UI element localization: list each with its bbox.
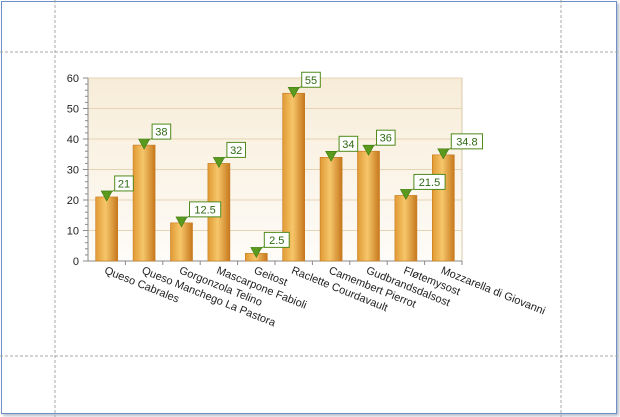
- y-tick-label: 60: [67, 73, 79, 85]
- bar: [132, 144, 156, 262]
- label-connector: [332, 149, 340, 155]
- y-axis: 0 10 20 30 40 50 60: [67, 73, 89, 268]
- bar: [431, 154, 455, 262]
- value-label: 21.5: [419, 177, 440, 189]
- value-label-box: [338, 135, 359, 152]
- label-connector: [407, 188, 415, 193]
- value-label: 36: [380, 133, 392, 145]
- bar: [319, 157, 343, 262]
- y-tick-label: 0: [73, 256, 79, 268]
- label-connector: [183, 215, 190, 221]
- y-tick-label: 10: [67, 226, 79, 238]
- value-label-box: [301, 71, 321, 88]
- value-label: 12.5: [194, 204, 215, 216]
- bar: [394, 195, 418, 262]
- value-label: 32: [230, 145, 242, 157]
- y-tick-label: 30: [67, 165, 79, 177]
- label-connector: [295, 85, 302, 91]
- value-label-box: [226, 141, 246, 158]
- label-connector: [108, 189, 115, 195]
- value-label-box: [376, 129, 396, 146]
- value-label-box: [114, 175, 134, 192]
- y-tick-label: 50: [67, 104, 79, 116]
- label-connector: [258, 246, 265, 251]
- label-connector: [145, 137, 153, 143]
- bar: [95, 196, 118, 262]
- value-label-box: [151, 123, 172, 140]
- value-label: 21: [118, 178, 130, 190]
- label-connector: [445, 147, 452, 153]
- value-label: 34: [342, 139, 354, 151]
- bar: [357, 150, 380, 262]
- value-label: 38: [155, 127, 167, 139]
- value-label-box: [189, 201, 222, 218]
- value-label: 55: [305, 75, 317, 87]
- value-labels: 21 38 12.5 32 2.5 55 34 36 21.5 34.8: [100, 71, 483, 258]
- value-label-box: [263, 231, 290, 248]
- label-connector: [220, 156, 228, 161]
- label-connector: [370, 143, 377, 149]
- value-label-box: [413, 173, 446, 190]
- value-label: 34.8: [456, 136, 477, 148]
- value-label-box: [450, 133, 483, 150]
- value-label: 2.5: [269, 235, 284, 247]
- bar: [170, 222, 193, 262]
- y-tick-label: 20: [67, 195, 79, 207]
- y-tick-label: 40: [67, 134, 79, 146]
